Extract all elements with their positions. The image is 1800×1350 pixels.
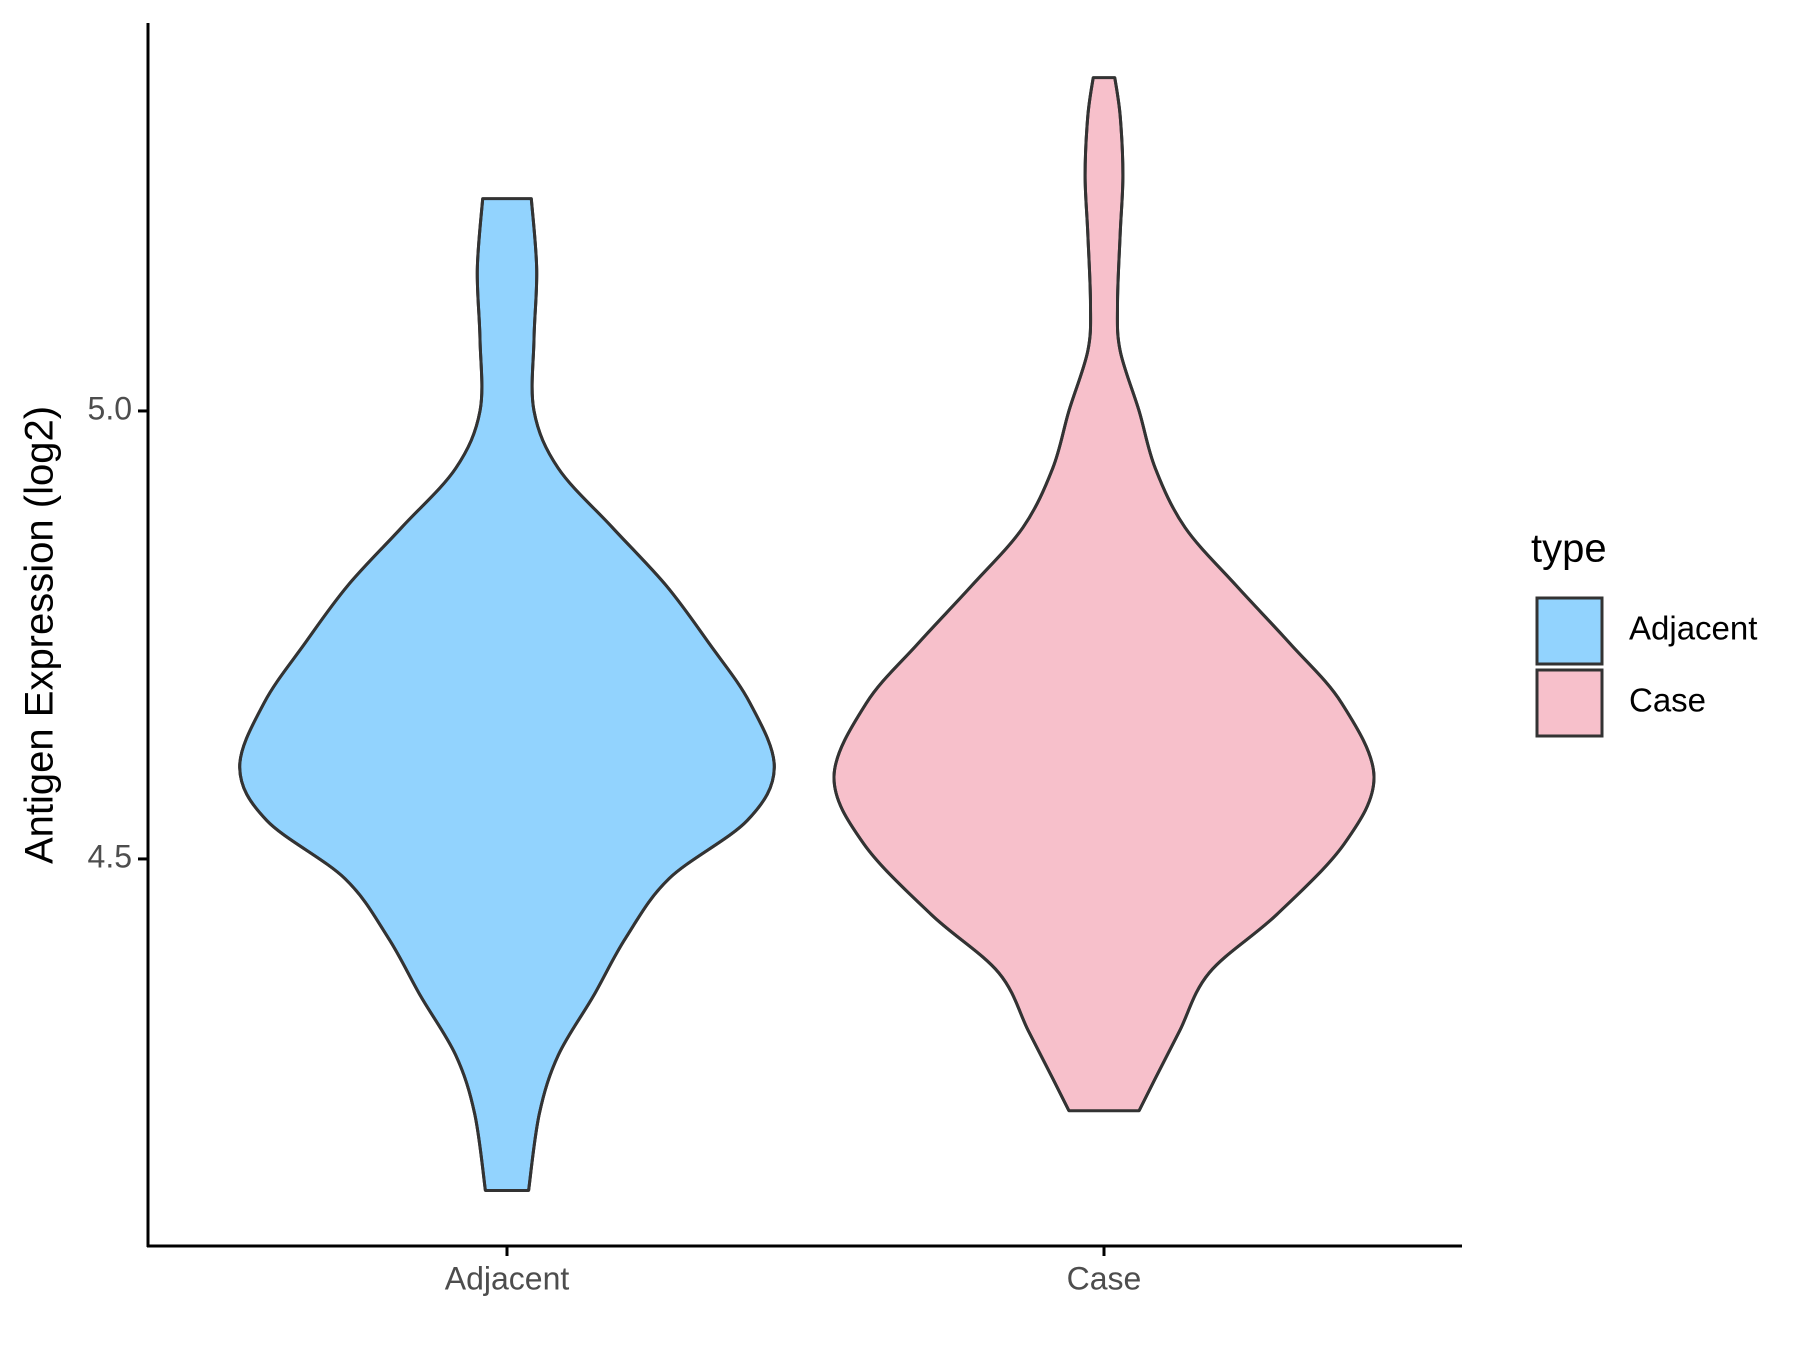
- violin-body: [832, 76, 1376, 1113]
- x-tick-label: Adjacent: [445, 1260, 570, 1296]
- violin-left-edge: [238, 198, 487, 1191]
- x-tick-label: Case: [1067, 1260, 1142, 1296]
- violin-right-edge: [527, 198, 776, 1191]
- y-tick-label: 5.0: [88, 390, 132, 426]
- legend-key: [1535, 596, 1604, 666]
- violin-body: [238, 197, 776, 1192]
- y-axis-label: Antigen Expression (log2): [18, 406, 62, 864]
- legend-key: [1535, 668, 1604, 738]
- legend-title: type: [1531, 527, 1607, 571]
- violin-left-edge: [832, 77, 1095, 1112]
- legend-label: Case: [1629, 682, 1706, 719]
- violin-right-edge: [1113, 77, 1376, 1112]
- y-tick-label: 4.5: [88, 838, 132, 874]
- legend-label: Adjacent: [1629, 610, 1757, 647]
